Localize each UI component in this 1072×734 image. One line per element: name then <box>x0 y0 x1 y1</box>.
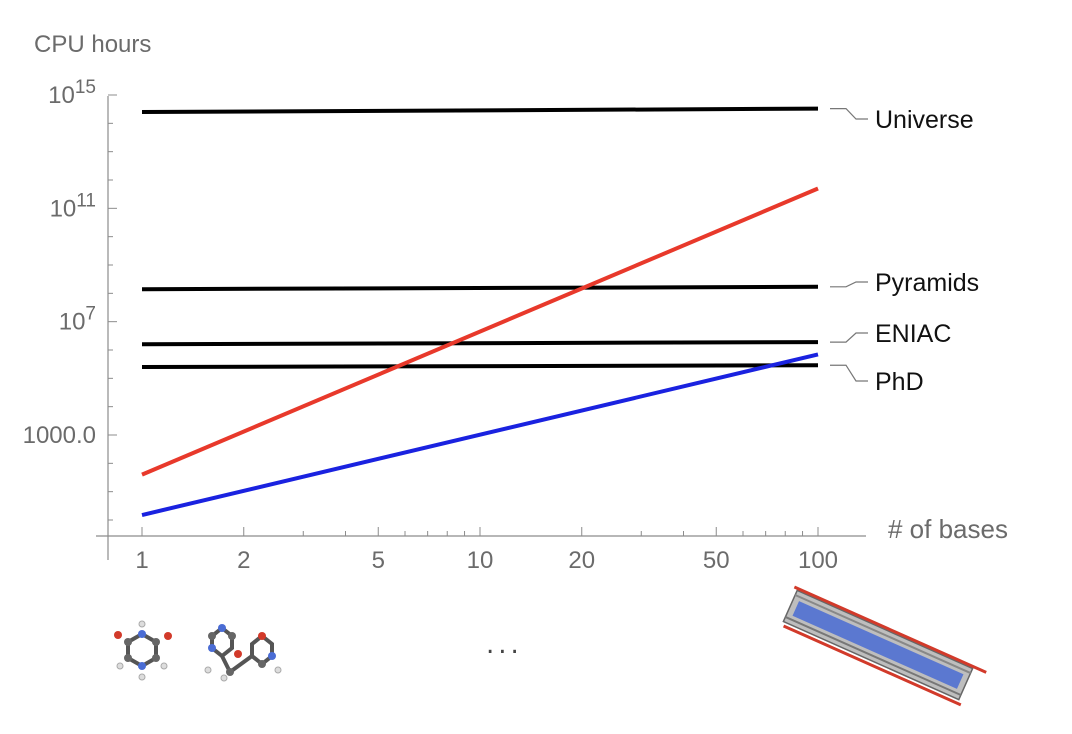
dinucleotide-molecule-icon <box>204 624 282 682</box>
reference-line <box>141 284 819 292</box>
x-tick-label: 100 <box>798 547 838 574</box>
x-tick-label: 5 <box>372 547 385 574</box>
reference-line <box>141 340 819 347</box>
reference-label-connector <box>830 281 868 288</box>
reference-line <box>141 363 819 370</box>
continuation-ellipsis: ... <box>486 630 523 660</box>
y-axis-title: CPU hours <box>34 31 151 58</box>
reference-label-connector <box>830 332 868 343</box>
single-base-molecule-icon <box>114 620 172 681</box>
x-tick-label: 2 <box>237 547 250 574</box>
reference-label: ENIAC <box>875 320 951 348</box>
reference-label: PhD <box>875 368 924 396</box>
x-tick-label: 10 <box>467 547 494 574</box>
y-tick-label: 1011 <box>50 190 96 222</box>
reference-labels: Universe Pyramids ENIAC PhD <box>830 106 979 396</box>
reference-label-connector <box>830 108 868 120</box>
reference-label: Pyramids <box>875 269 979 297</box>
reference-label-connector <box>830 364 868 382</box>
reference-lines <box>141 106 819 370</box>
x-axis-title: # of bases <box>888 514 1008 544</box>
red-series-line <box>141 186 819 477</box>
y-tick-label: 107 <box>59 304 96 336</box>
y-tick-label: 1000.0 <box>23 422 96 449</box>
blue-series-line <box>141 352 819 517</box>
axes: 1 2 5 10 20 50 100 1000.0 107 1011 1015 <box>23 77 866 574</box>
x-tick-label: 1 <box>135 547 148 574</box>
y-tick-label: 1015 <box>48 77 96 109</box>
reference-label: Universe <box>875 106 974 134</box>
x-tick-label: 50 <box>703 547 730 574</box>
reference-line <box>141 106 819 115</box>
x-tick-label: 20 <box>568 547 595 574</box>
series-lines <box>141 186 819 517</box>
dna-helix-icon <box>782 585 987 707</box>
